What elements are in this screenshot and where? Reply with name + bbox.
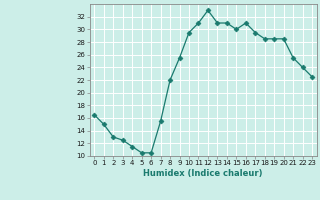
X-axis label: Humidex (Indice chaleur): Humidex (Indice chaleur) (143, 169, 263, 178)
